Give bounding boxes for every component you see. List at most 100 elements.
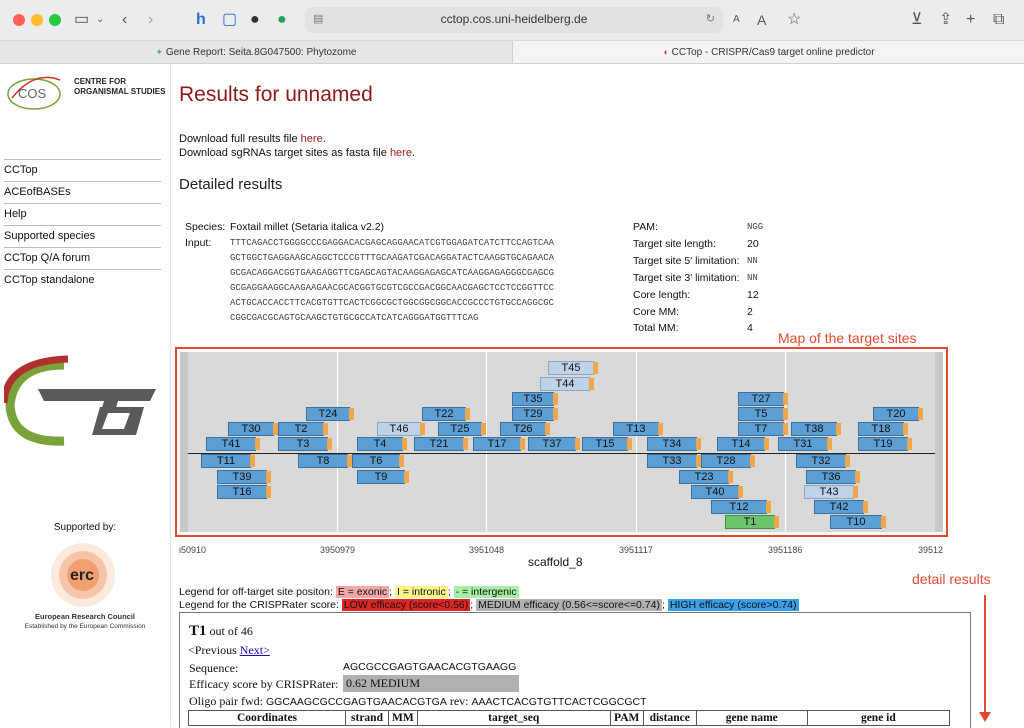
- target-site-t46[interactable]: T46: [377, 422, 425, 436]
- target-site-t10[interactable]: T10: [830, 515, 886, 529]
- nav-qa-forum[interactable]: CCTop Q/A forum: [4, 247, 161, 269]
- zoom-window-button[interactable]: [49, 14, 61, 26]
- target-site-t28[interactable]: T28: [701, 454, 755, 468]
- target-site-t37[interactable]: T37: [528, 437, 580, 451]
- downloads-icon[interactable]: ⊻: [911, 11, 923, 28]
- document-extension-icon[interactable]: ▢: [222, 11, 238, 28]
- target-site-t13[interactable]: T13: [613, 422, 663, 436]
- target-site-t44[interactable]: T44: [540, 377, 594, 391]
- target-site-t40[interactable]: T40: [691, 485, 743, 499]
- text-larger-button[interactable]: A: [757, 12, 767, 28]
- target-site-t36[interactable]: T36: [806, 470, 860, 484]
- reload-icon[interactable]: ↻: [705, 13, 715, 25]
- next-link[interactable]: Next>: [239, 643, 270, 657]
- grammar-extension-icon[interactable]: ●: [277, 11, 287, 28]
- new-tab-icon[interactable]: +: [966, 11, 976, 28]
- nav-help[interactable]: Help: [4, 203, 161, 225]
- target-site-t29[interactable]: T29: [512, 407, 558, 421]
- target-site-t32[interactable]: T32: [796, 454, 850, 468]
- target-site-t1[interactable]: T1: [725, 515, 779, 529]
- efficacy-label: Efficacy score by CRISPRater:: [189, 677, 339, 691]
- param-5-limit-value: NN: [747, 256, 758, 266]
- target-site-t5[interactable]: T5: [738, 407, 788, 421]
- input-sequence: TTTCAGACCTGGGGCCCGAGGACACGAGCAGGAACATCGT…: [230, 238, 555, 323]
- extension-h-icon[interactable]: h: [196, 11, 206, 28]
- target-site-t42[interactable]: T42: [814, 500, 868, 514]
- previous-link[interactable]: <Previous: [188, 643, 237, 657]
- target-site-t17[interactable]: T17: [473, 437, 525, 451]
- target-site-t35[interactable]: T35: [512, 392, 558, 406]
- address-bar[interactable]: ▤ cctop.cos.uni-heidelberg.de ↻: [305, 7, 723, 33]
- target-site-t26[interactable]: T26: [500, 422, 550, 436]
- param-3-limit-value: NN: [747, 273, 758, 283]
- oligo-rev: AAACTCACGTGTTCACTCGGCGCT: [471, 696, 647, 708]
- target-site-t20[interactable]: T20: [873, 407, 923, 421]
- target-site-t14[interactable]: T14: [717, 437, 769, 451]
- sidebar-toggle-icon[interactable]: ▭: [74, 11, 90, 28]
- target-site-t8[interactable]: T8: [298, 454, 352, 468]
- target-site-t43[interactable]: T43: [804, 485, 858, 499]
- shield-extension-icon[interactable]: ●: [250, 11, 260, 28]
- target-site-t23[interactable]: T23: [679, 470, 733, 484]
- target-site-t9[interactable]: T9: [357, 470, 409, 484]
- species-value: Foxtail millet (Setaria italica v2.2): [230, 221, 385, 233]
- target-site-t27[interactable]: T27: [738, 392, 788, 406]
- oligo-fwd: GGCAAGCGCCGAGTGAACACGTGA: [266, 696, 447, 708]
- nav-standalone[interactable]: CCTop standalone: [4, 269, 161, 291]
- target-site-t19[interactable]: T19: [858, 437, 912, 451]
- target-site-t30[interactable]: T30: [228, 422, 278, 436]
- annotation-map-label: Map of the target sites: [778, 330, 917, 346]
- nav-supported-species[interactable]: Supported species: [4, 225, 161, 247]
- bookmark-star-icon[interactable]: ☆: [787, 11, 802, 28]
- axis-tick: 39512: [918, 545, 944, 555]
- target-site-t39[interactable]: T39: [217, 470, 271, 484]
- close-window-button[interactable]: [13, 14, 25, 26]
- target-site-t15[interactable]: T15: [582, 437, 632, 451]
- target-site-t2[interactable]: T2: [278, 422, 328, 436]
- back-icon[interactable]: ‹: [122, 11, 128, 28]
- axis-tick: 3951048: [469, 545, 505, 555]
- target-site-t41[interactable]: T41: [206, 437, 260, 451]
- target-site-t7[interactable]: T7: [738, 422, 788, 436]
- target-site-t16[interactable]: T16: [217, 485, 271, 499]
- nav-aceofbases[interactable]: ACEofBASEs: [4, 181, 161, 203]
- download-fasta-link[interactable]: here: [389, 147, 412, 159]
- map-highlight-frame: [175, 347, 948, 537]
- target-site-t34[interactable]: T34: [647, 437, 701, 451]
- target-site-t45[interactable]: T45: [548, 361, 598, 375]
- sidebar: [0, 64, 171, 727]
- offtarget-table: Coordinates strand MM target_seq PAM dis…: [188, 710, 951, 726]
- target-site-t31[interactable]: T31: [778, 437, 832, 451]
- target-site-t38[interactable]: T38: [791, 422, 841, 436]
- target-site-t6[interactable]: T6: [352, 454, 404, 468]
- tab-overview-icon[interactable]: ⧉: [993, 11, 1005, 28]
- target-site-t21[interactable]: T21: [414, 437, 468, 451]
- url-text: cctop.cos.uni-heidelberg.de: [440, 12, 588, 26]
- target-site-t3[interactable]: T3: [278, 437, 332, 451]
- param-core-length-value: 12: [747, 289, 759, 301]
- download-full-link[interactable]: here: [300, 133, 323, 145]
- page-settings-icon[interactable]: ▤: [313, 13, 324, 25]
- cctop-favicon-icon: ◐: [663, 47, 669, 57]
- target-site-t11[interactable]: T11: [201, 454, 255, 468]
- target-site-t33[interactable]: T33: [647, 454, 701, 468]
- target-site-t24[interactable]: T24: [306, 407, 354, 421]
- tab-cctop[interactable]: ◐ CCTop - CRISPR/Cas9 target online pred…: [512, 41, 1024, 63]
- chevron-down-icon[interactable]: ⌄: [96, 14, 105, 25]
- nav-cctop[interactable]: CCTop: [4, 159, 161, 181]
- tab-label: CCTop - CRISPR/Cas9 target online predic…: [671, 47, 875, 58]
- target-site-t25[interactable]: T25: [438, 422, 486, 436]
- forward-icon[interactable]: ›: [148, 11, 154, 28]
- share-icon[interactable]: ⇪: [939, 11, 953, 28]
- minimize-window-button[interactable]: [31, 14, 43, 26]
- target-site-t18[interactable]: T18: [858, 422, 908, 436]
- param-length-value: 20: [747, 238, 759, 250]
- target-site-t4[interactable]: T4: [357, 437, 407, 451]
- target-site-t12[interactable]: T12: [711, 500, 771, 514]
- text-smaller-button[interactable]: A: [733, 14, 740, 25]
- tab-phytozome[interactable]: ✦ Gene Report: Seita.8G047500: Phytozome: [0, 41, 512, 63]
- legend-exonic: E = exonic: [335, 586, 390, 598]
- param-length-label: Target site length:: [633, 238, 716, 250]
- target-site-t22[interactable]: T22: [422, 407, 470, 421]
- input-label: Input:: [185, 237, 212, 249]
